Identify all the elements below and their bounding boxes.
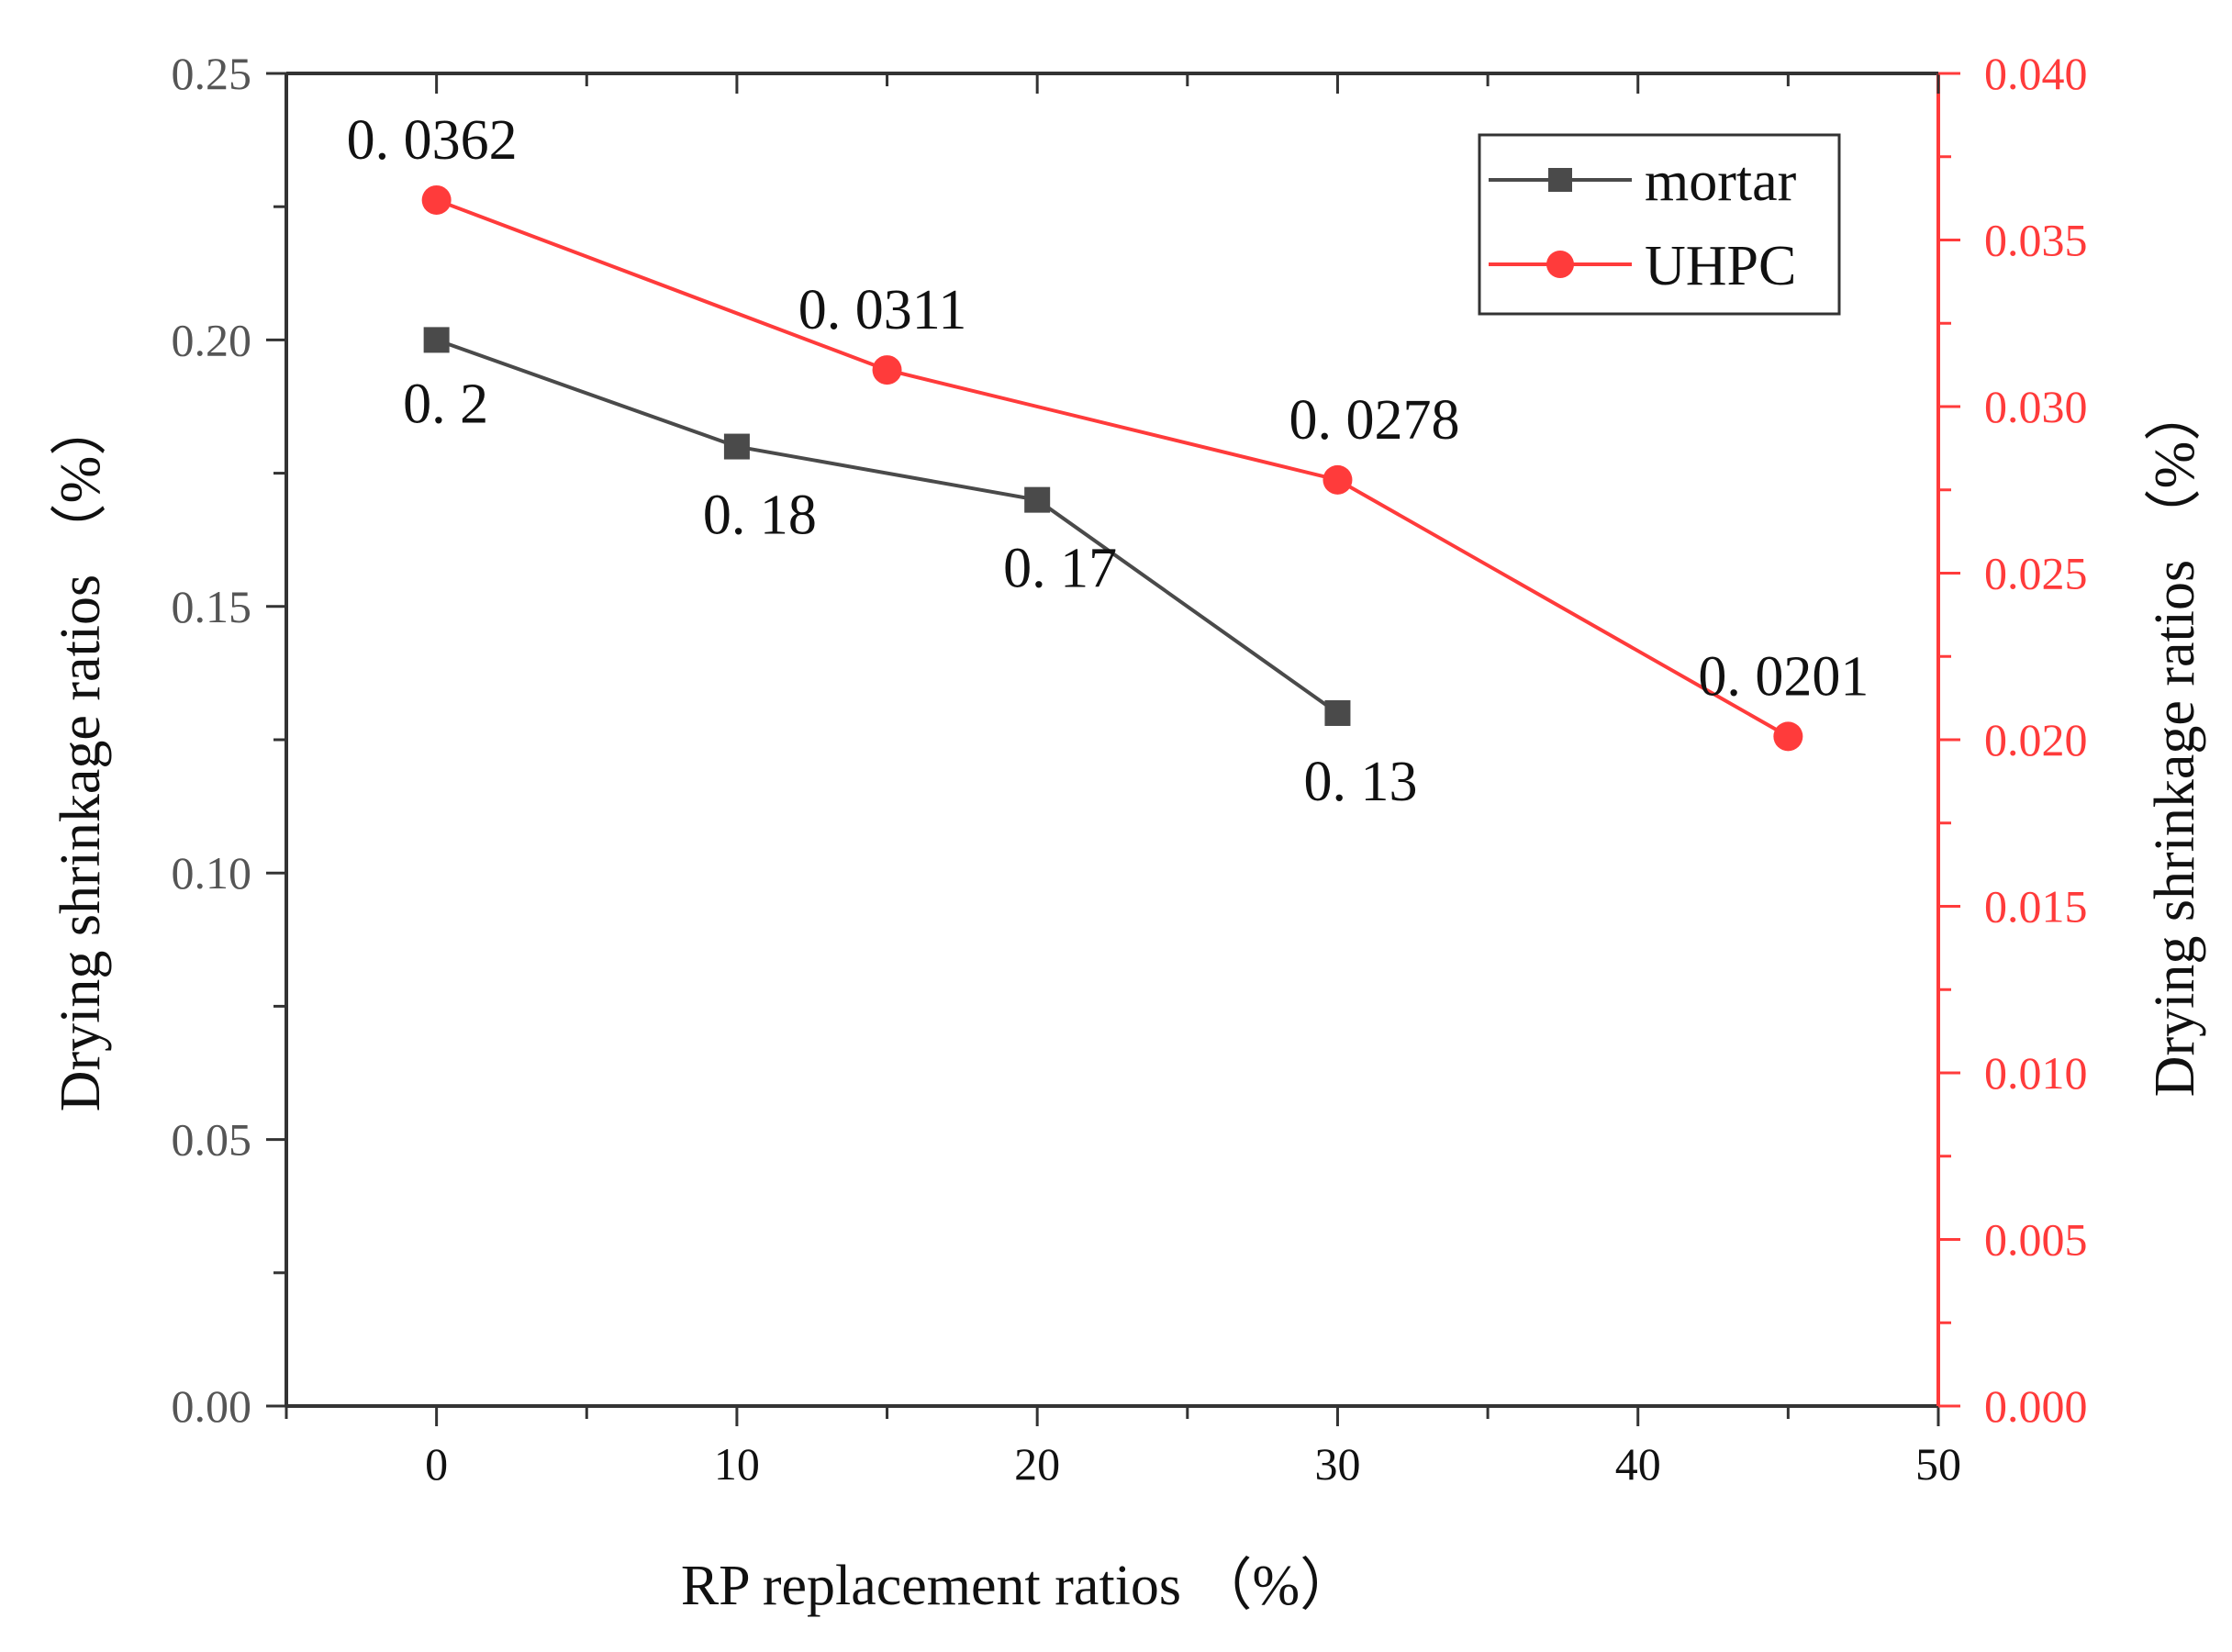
legend-uhpc-marker [1546,251,1574,278]
legend-mortar-marker [1548,168,1572,192]
uhpc-point [1322,464,1353,495]
y-right-tick-label: 0.030 [1984,381,2088,432]
y-right-tick-label: 0.025 [1984,548,2088,599]
y-left-tick-label: 0.15 [172,581,252,632]
y-axis-left-title: Drying shrinkage ratios （%） [50,399,112,1112]
legend-uhpc-label: UHPC [1645,235,1796,297]
data-labels: 0. 2 0. 18 0. 17 0. 13 0. 0362 0. 0311 0. 0278… [347,109,1869,813]
y-right-tick-label: 0.010 [1984,1047,2088,1099]
y-left-tick-label: 0.10 [172,847,252,899]
x-tick-label: 10 [714,1438,760,1490]
uhpc-point [872,355,902,385]
uhpc-data-label: 0. 0201 [1698,645,1869,708]
uhpc-data-label: 0. 0362 [347,109,518,172]
y-right-tick-label: 0.020 [1984,714,2088,765]
mortar-series-line [435,338,1339,715]
x-tick-label: 40 [1615,1438,1661,1490]
mortar-data-label: 0. 2 [403,373,488,435]
y-right-tick-label: 0.015 [1984,881,2088,932]
y-right-tick-label: 0.005 [1984,1214,2088,1266]
uhpc-series-line [435,198,1790,739]
legend-box [1478,133,1841,316]
x-tick-label: 0 [425,1438,448,1490]
uhpc-data-label: 0. 0278 [1289,389,1459,452]
uhpc-data-label: 0. 0311 [798,279,967,341]
y-right-tick-label: 0.040 [1984,48,2088,99]
legend-mortar-label: mortar [1645,151,1797,213]
y-axis-right-title: Drying shrinkage ratios （%） [2144,385,2206,1098]
x-tick-label: 30 [1314,1438,1360,1490]
mortar-data-label: 0. 13 [1303,751,1417,813]
y-right-tick-label: 0.000 [1984,1380,2088,1432]
series-markers [421,184,1803,752]
axes-group: 0 10 20 30 40 50 0.00 0.05 0.10 0.15 0.20 0.25 0.000… [172,48,2088,1490]
mortar-data-label: 0. 18 [703,485,817,547]
mortar-point [1324,699,1351,726]
uhpc-point [1773,721,1803,752]
x-tick-label: 20 [1014,1438,1060,1490]
y-left-tick-label: 0.00 [172,1380,252,1432]
y-left-tick-label: 0.05 [172,1114,252,1166]
x-axis-title: RP replacement ratios （%） [681,1555,1356,1617]
series-lines [435,198,1790,739]
mortar-point [1024,486,1051,513]
uhpc-point [421,184,452,215]
y-left-tick-label: 0.20 [172,314,252,365]
mortar-data-label: 0. 17 [1003,538,1117,600]
mortar-point [423,327,450,353]
y-right-tick-label: 0.035 [1984,215,2088,266]
legend: mortar UHPC [1478,133,1841,316]
x-tick-label: 50 [1915,1438,1961,1490]
y-left-tick-label: 0.25 [172,48,252,99]
mortar-point [723,433,750,460]
